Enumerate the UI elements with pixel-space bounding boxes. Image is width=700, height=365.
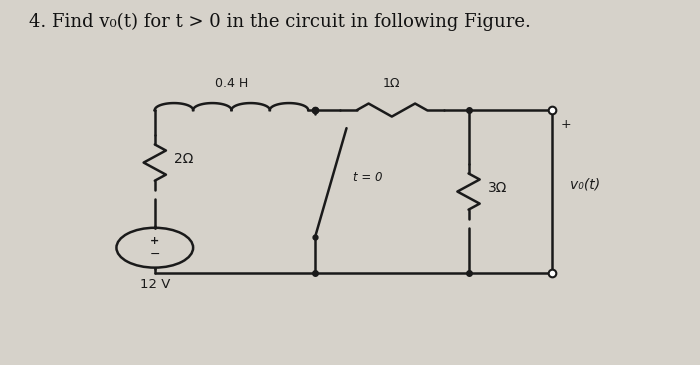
Text: 4. Find v₀(t) for t > 0 in the circuit in following Figure.: 4. Find v₀(t) for t > 0 in the circuit i… — [29, 12, 531, 31]
Text: 3Ω: 3Ω — [488, 181, 508, 195]
Text: 2Ω: 2Ω — [174, 152, 194, 166]
Text: v₀(t): v₀(t) — [570, 177, 600, 191]
Text: 12 V: 12 V — [139, 278, 170, 292]
Text: 1Ω: 1Ω — [383, 77, 400, 90]
Text: +: + — [561, 118, 571, 131]
Text: −: − — [150, 248, 160, 261]
Text: t = 0: t = 0 — [354, 170, 383, 184]
Text: +: + — [150, 236, 160, 246]
Text: 0.4 H: 0.4 H — [215, 77, 248, 90]
